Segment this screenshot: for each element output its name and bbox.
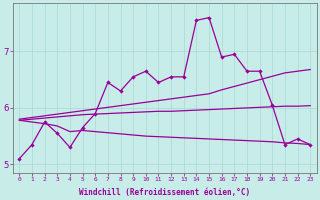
X-axis label: Windchill (Refroidissement éolien,°C): Windchill (Refroidissement éolien,°C): [79, 188, 250, 197]
